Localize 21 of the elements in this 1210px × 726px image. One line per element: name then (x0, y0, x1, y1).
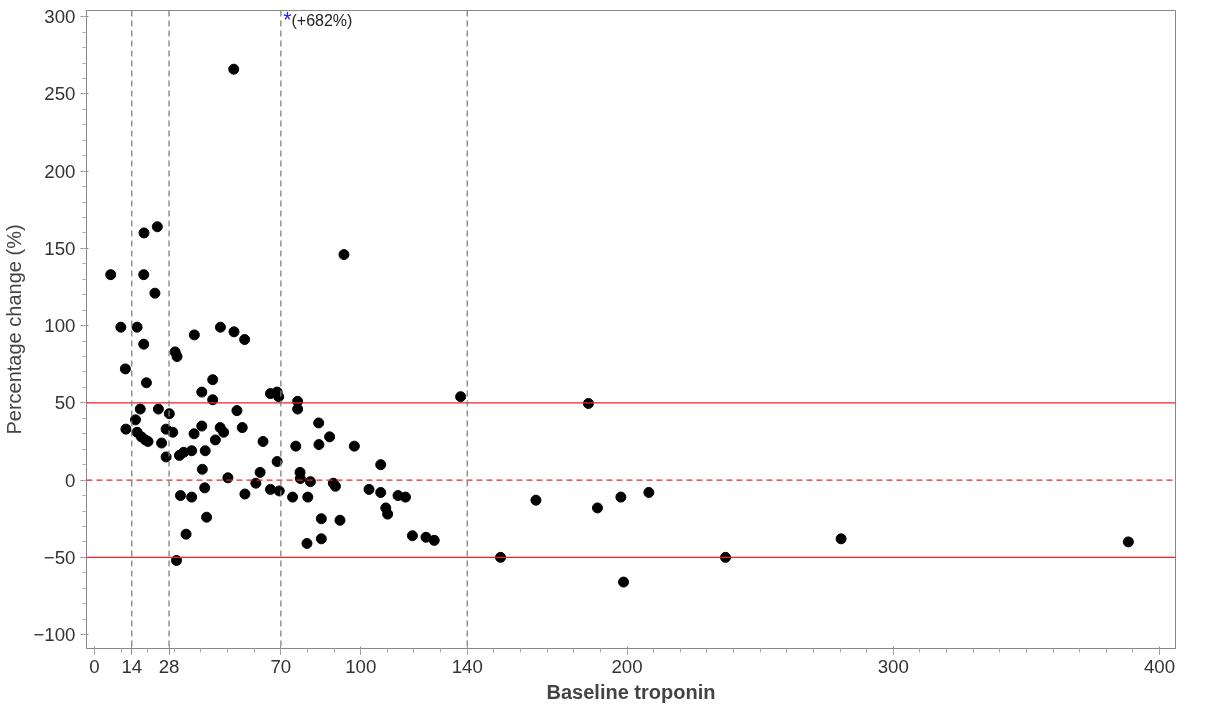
x-tick-label: 300 (877, 655, 909, 677)
y-tick-label: 150 (44, 237, 76, 259)
x-tick-label: 0 (89, 655, 100, 677)
x-tick-label: 140 (451, 655, 483, 677)
y-tick-label: 0 (65, 469, 76, 491)
y-tick-label: 100 (44, 315, 76, 337)
x-tick-label: 28 (158, 655, 180, 677)
x-tick-label: 100 (345, 655, 377, 677)
y-tick-label: 250 (44, 83, 76, 105)
y-tick-label: 50 (54, 392, 76, 414)
x-tick-label: 400 (1143, 655, 1176, 677)
y-axis-title: Percentage change (%) (3, 224, 26, 435)
annotation: *(+682%) (283, 8, 353, 33)
x-tick-label: 200 (611, 655, 643, 677)
y-tick-label: −50 (43, 546, 76, 568)
y-tick-label: 200 (44, 160, 76, 182)
y-tick-label: −100 (33, 624, 76, 646)
x-axis-title: Baseline troponin (546, 680, 716, 703)
x-tick-label: 70 (270, 655, 292, 677)
x-tick-label: 14 (121, 655, 143, 677)
y-tick-label: 300 (44, 6, 76, 28)
